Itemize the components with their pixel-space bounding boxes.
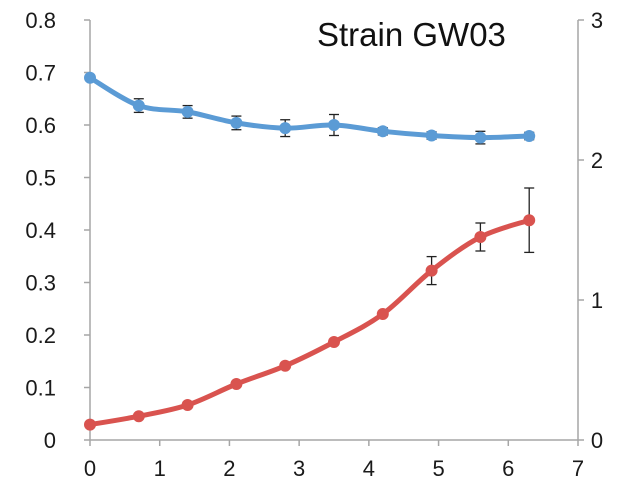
x-tick-label: 7	[572, 456, 584, 481]
y-tick-label: 0.2	[25, 323, 56, 348]
y2-tick-label: 1	[591, 288, 603, 313]
data-point	[181, 105, 194, 118]
y2-tick-label: 2	[591, 148, 603, 173]
data-point	[328, 119, 340, 131]
data-point	[376, 125, 389, 138]
x-tick-label: 0	[84, 456, 96, 481]
data-point	[279, 359, 292, 372]
series-layer	[84, 71, 536, 431]
y-tick-label: 0.1	[25, 376, 56, 401]
series-2	[84, 187, 536, 431]
y-tick-label: 0	[44, 428, 56, 453]
data-point	[132, 99, 145, 112]
data-point	[230, 116, 243, 129]
x-tick-label: 6	[502, 456, 514, 481]
data-point	[279, 122, 292, 135]
data-point	[328, 336, 340, 348]
x-tick-label: 1	[154, 456, 166, 481]
chart-title: Strain GW03	[317, 16, 506, 53]
series-line	[87, 75, 532, 141]
data-point	[474, 231, 487, 243]
y-tick-label: 0.4	[25, 218, 56, 243]
data-point	[230, 378, 243, 390]
data-point	[474, 131, 487, 144]
axes	[84, 19, 584, 446]
data-point	[425, 264, 438, 277]
y-tick-label: 0.3	[25, 271, 56, 296]
y-tick-label: 0.6	[25, 113, 56, 138]
y-tick-label: 0.7	[25, 61, 56, 86]
series-line	[87, 217, 532, 428]
data-point	[523, 214, 536, 227]
series-1	[84, 71, 536, 145]
y-tick-label: 0.8	[25, 8, 56, 33]
data-point	[181, 399, 194, 411]
data-point	[523, 130, 536, 143]
data-point	[84, 71, 96, 84]
x-tick-label: 2	[223, 456, 235, 481]
x-tick-label: 3	[293, 456, 305, 481]
x-tick-label: 4	[363, 456, 375, 481]
data-point	[84, 418, 96, 431]
data-point	[425, 129, 438, 142]
data-point	[376, 308, 389, 320]
y2-tick-label: 3	[591, 8, 603, 33]
tick-labels: 0 0.1 0.2 0.3 0.4 0.5 0.6 0.7 0.8 0 1 2 3 0 1 2 3 4 5 6 7	[25, 8, 603, 481]
data-point	[132, 410, 145, 423]
x-tick-label: 5	[432, 456, 444, 481]
y-tick-label: 0.5	[25, 166, 56, 191]
y2-tick-label: 0	[591, 428, 603, 453]
